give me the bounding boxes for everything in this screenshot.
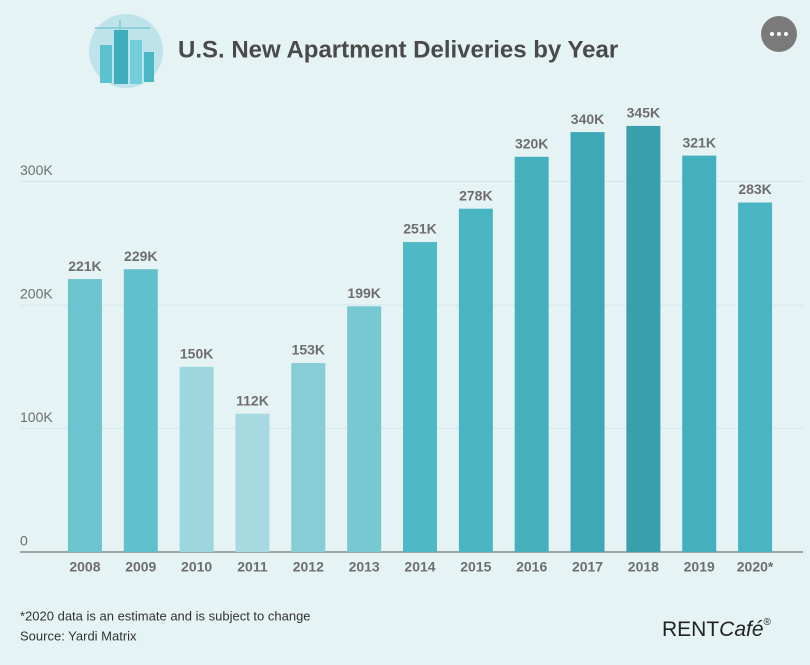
bar (514, 156, 549, 553)
bar (458, 208, 493, 553)
value-label: 199K (347, 285, 380, 301)
x-tick-label: 2009 (125, 559, 156, 575)
value-label: 251K (403, 221, 436, 237)
footnote: *2020 data is an estimate and is subject… (20, 608, 311, 623)
x-tick-label: 2016 (516, 559, 547, 575)
x-tick-label: 2017 (572, 559, 603, 575)
bar (682, 155, 717, 552)
bar (67, 279, 102, 552)
value-label: 278K (459, 187, 492, 203)
bar (403, 242, 437, 552)
x-tick-label: 2012 (293, 559, 324, 575)
x-tick-label: 2010 (181, 559, 212, 575)
value-label: 320K (515, 136, 548, 152)
value-label: 345K (627, 105, 660, 121)
value-label: 150K (180, 345, 213, 361)
value-label: 221K (68, 258, 101, 274)
bar (291, 363, 326, 552)
bar (235, 413, 270, 552)
value-label: 340K (571, 111, 604, 127)
bar (570, 132, 605, 552)
x-tick-label: 2018 (628, 559, 659, 575)
chart-title: U.S. New Apartment Deliveries by Year (178, 36, 618, 63)
logo-brand: RENT (662, 618, 719, 641)
logo-mark: ® (764, 617, 772, 628)
y-tick-label: 100K (20, 409, 53, 425)
logo-cafe: Café (719, 618, 763, 641)
bar (347, 306, 382, 552)
y-tick-label: 300K (20, 162, 53, 178)
x-tick-label: 2020* (737, 559, 774, 575)
title-icon (89, 14, 163, 88)
x-tick-label: 2011 (237, 559, 268, 575)
bar (179, 366, 214, 552)
x-tick-label: 2015 (460, 559, 491, 575)
logo: RENTCafé® (662, 617, 772, 641)
source: Source: Yardi Matrix (20, 628, 137, 643)
value-label: 229K (124, 248, 157, 264)
x-tick-label: 2019 (684, 559, 715, 575)
bar (626, 125, 661, 553)
value-label: 153K (292, 342, 325, 358)
x-tick-label: 2014 (404, 559, 435, 575)
y-tick-label: 0 (20, 533, 28, 549)
y-tick-label: 200K (20, 286, 53, 302)
bar (123, 269, 158, 552)
x-tick-label: 2013 (349, 559, 380, 575)
value-label: 112K (236, 392, 269, 408)
menu-button[interactable] (761, 16, 797, 52)
x-tick-label: 2008 (69, 559, 100, 575)
value-label: 321K (682, 134, 715, 150)
bar (738, 202, 773, 552)
value-label: 283K (738, 181, 771, 197)
